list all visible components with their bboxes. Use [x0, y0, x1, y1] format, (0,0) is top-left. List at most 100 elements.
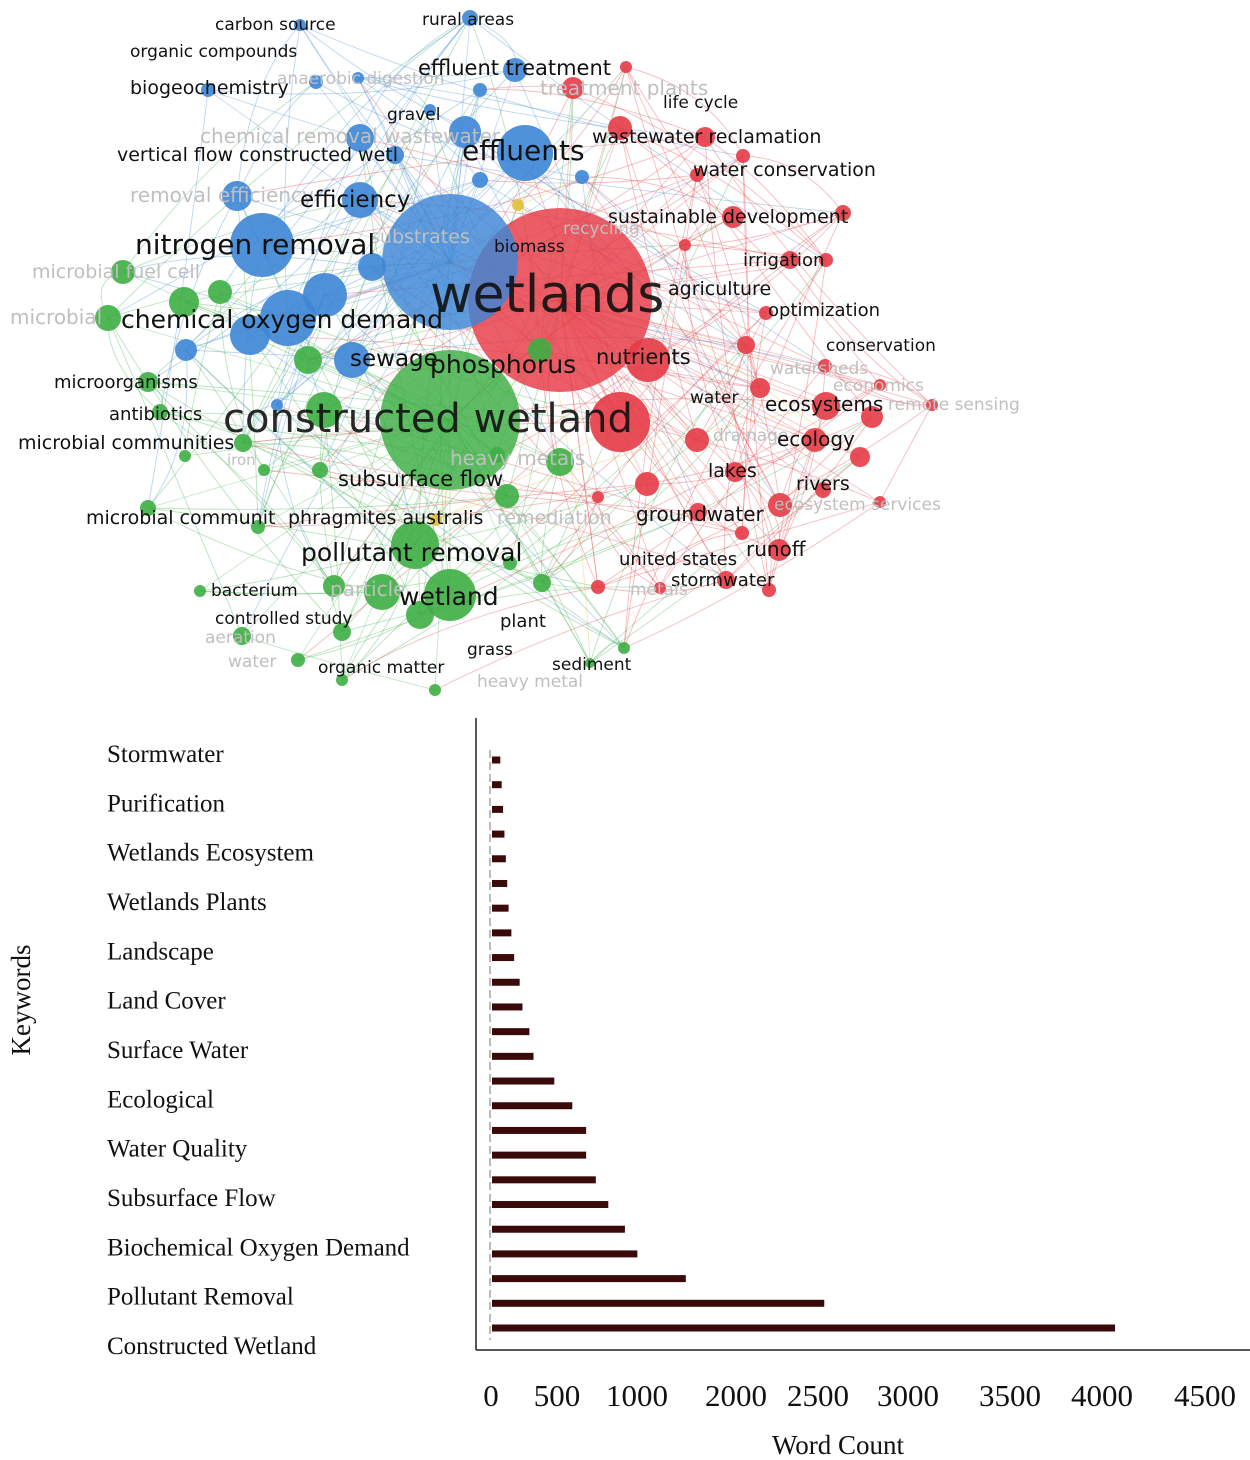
network-edge [623, 501, 881, 649]
network-keyword-label: microbial fuel cell [32, 261, 200, 283]
bar [492, 978, 520, 986]
network-edge [469, 17, 827, 261]
network-node [819, 253, 833, 267]
network-keyword-label: carbon source [215, 15, 336, 35]
category-label: Surface Water [107, 1037, 249, 1064]
network-keyword-label: sediment [552, 655, 632, 675]
network-keyword-label: organic compounds [130, 42, 297, 62]
network-node [874, 379, 886, 391]
x-tick-labels: 0 500 1000 2000 2500 3000 3500 4000 4500 [483, 1378, 1236, 1413]
category-label: Water Quality [107, 1136, 248, 1163]
network-keyword-label: aeration [205, 628, 276, 648]
network-node [386, 146, 404, 164]
network-edge [147, 507, 383, 593]
network-keyword-label: ecosystem services [774, 495, 941, 515]
network-edge [589, 344, 747, 664]
network-node [575, 170, 589, 184]
network-edge [147, 507, 599, 588]
bar [492, 1176, 596, 1184]
network-keyword-label: drainage [713, 426, 788, 446]
network-edge [742, 155, 770, 591]
category-label: Wetlands Plants [107, 889, 267, 916]
bar [492, 929, 512, 937]
network-edge [147, 495, 508, 510]
network-edge [589, 456, 861, 664]
network-edge [357, 77, 481, 181]
network-node [635, 472, 659, 496]
x-tick-label: 3000 [877, 1378, 939, 1413]
network-edge [449, 511, 699, 596]
network-edge [147, 381, 335, 587]
network-node [759, 306, 773, 320]
network-node [768, 539, 790, 561]
network-node [449, 116, 481, 148]
network-edge [242, 442, 416, 546]
network-edge [597, 384, 881, 588]
bar [492, 1201, 609, 1209]
network-edge [341, 495, 508, 681]
network-node [591, 580, 605, 594]
network-node [222, 181, 252, 211]
network-edge [625, 66, 873, 418]
network-edge [647, 212, 844, 361]
network-edge [725, 416, 873, 581]
bar [492, 1126, 587, 1134]
network-node [690, 168, 704, 182]
bar [492, 1052, 534, 1060]
network-node [768, 493, 792, 517]
network-node [590, 392, 650, 452]
network-edge [341, 461, 561, 681]
network-keyword-label: life cycle [663, 93, 738, 113]
network-edge [704, 136, 827, 261]
network-node [358, 253, 386, 281]
bar [492, 855, 506, 863]
network-edge [147, 381, 621, 423]
network-keyword-label: pollutant removal [301, 538, 522, 567]
network-node [333, 623, 351, 641]
network-node [815, 482, 831, 498]
network-node [781, 251, 799, 269]
network-node [294, 19, 306, 31]
network-node [352, 72, 364, 84]
network-node [309, 75, 323, 89]
bar [492, 756, 501, 764]
network-node [429, 684, 441, 696]
network-keyword-label: nutrients [596, 345, 691, 369]
network-keyword-label: stormwater [671, 570, 775, 591]
network-keyword-label: removal efficiency [130, 183, 314, 207]
network-keyword-label: recycling [563, 219, 640, 239]
network-edge [324, 294, 416, 546]
network-node [762, 583, 776, 597]
network-edge [419, 312, 767, 616]
network-edge [623, 174, 698, 649]
network-keyword-label: chemical oxygen demand [121, 305, 443, 334]
network-edge [517, 66, 627, 206]
network-keyword-label: particle [330, 577, 405, 601]
network-node [230, 213, 294, 277]
bar [492, 1028, 530, 1036]
network-edge [824, 365, 933, 407]
network-edge [704, 136, 933, 406]
bar [492, 954, 515, 962]
network-keyword-label: phragmites australis [288, 507, 483, 529]
network-node [169, 287, 199, 317]
x-tick-label: 3500 [979, 1378, 1041, 1413]
network-node [725, 462, 745, 482]
network-keyword-label: anaerobic digestion [277, 69, 445, 89]
network-edge [147, 349, 188, 509]
x-tick-label: 2000 [705, 1378, 767, 1413]
network-edge [768, 405, 827, 591]
network-keyword-label: remediation [497, 507, 612, 529]
network-node [251, 520, 265, 534]
network-node [152, 404, 168, 420]
network-edge [696, 174, 781, 506]
bar [492, 1275, 686, 1283]
network-edge [684, 244, 827, 261]
bar [492, 1299, 825, 1307]
network-edge [597, 501, 881, 588]
network-edge [581, 176, 781, 506]
network-edge [236, 136, 706, 197]
network-keyword-label: organic matter [318, 658, 444, 678]
network-node [835, 205, 851, 221]
network-edge [623, 259, 827, 649]
